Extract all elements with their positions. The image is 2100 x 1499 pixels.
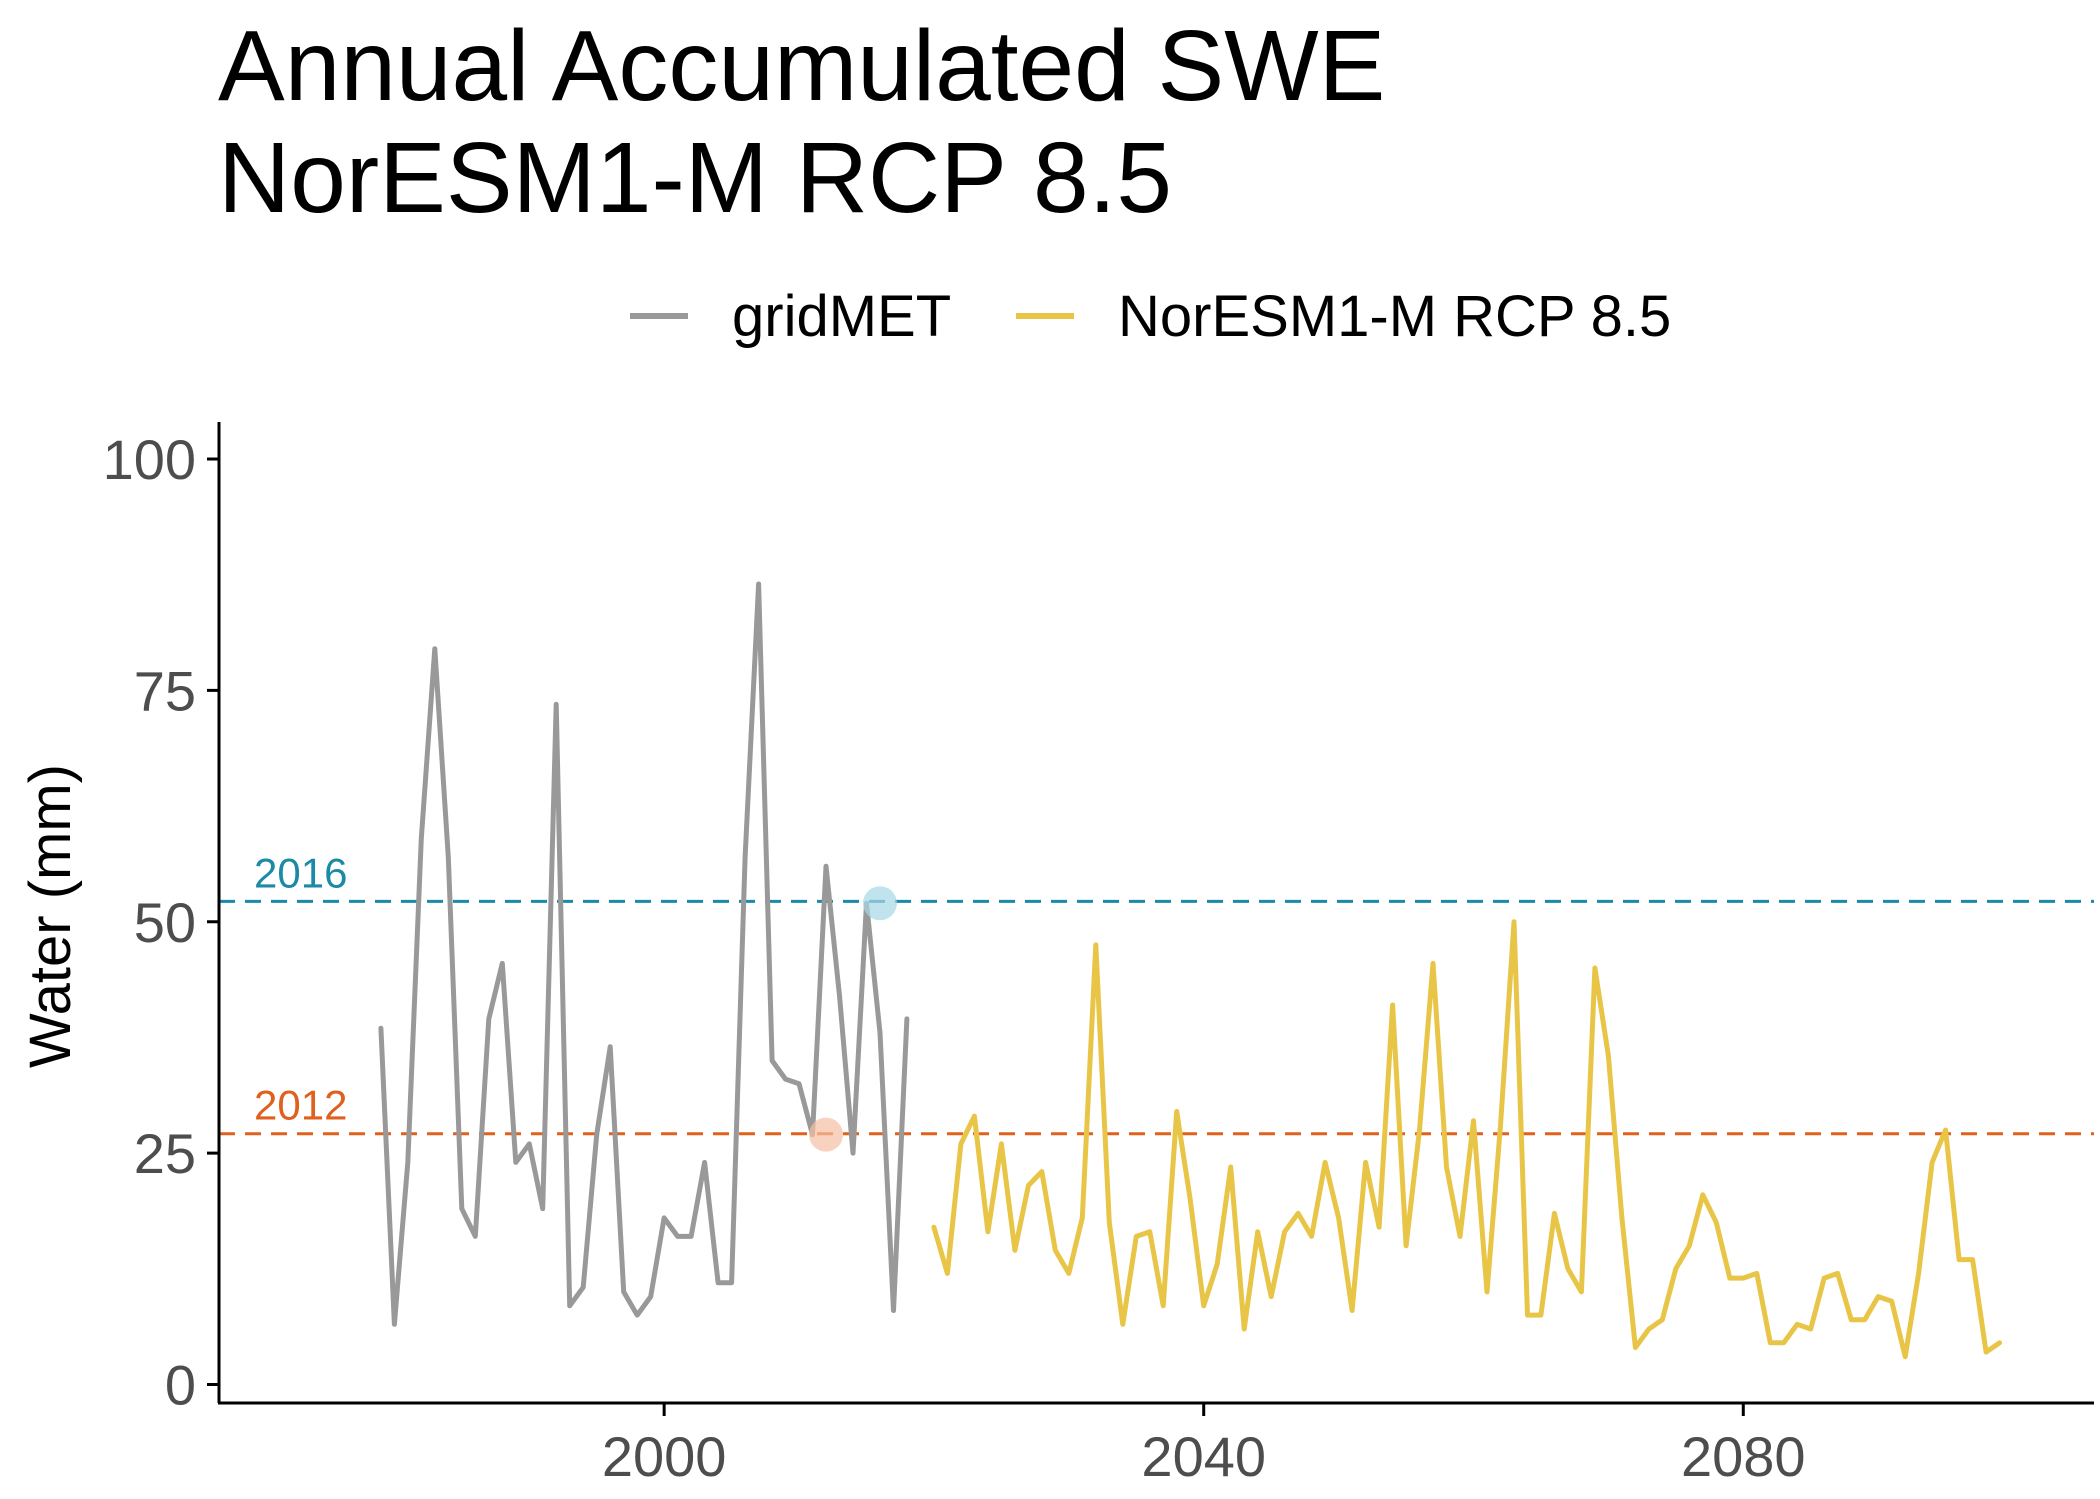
x-tick-label-2000: 2000 xyxy=(602,1425,727,1488)
y-tick-label-0: 0 xyxy=(165,1353,196,1416)
y-tick-label-50: 50 xyxy=(134,891,196,954)
legend-label-noresm: NorESM1-M RCP 8.5 xyxy=(1118,284,1671,349)
y-axis-title: Water (mm) xyxy=(18,764,83,1068)
highlight-point-2016 xyxy=(862,886,897,921)
y-axis-ticks: 0 25 50 75 100 xyxy=(103,428,219,1416)
reference-label-2012: 2012 xyxy=(254,1082,347,1129)
x-axis-ticks: 2000 2040 2080 xyxy=(602,1403,1806,1488)
x-tick-label-2040: 2040 xyxy=(1141,1425,1266,1488)
legend: gridMET NorESM1-M RCP 8.5 xyxy=(630,284,1671,349)
highlight-point-2012 xyxy=(809,1117,844,1152)
reference-label-2016: 2016 xyxy=(254,849,347,896)
series-line-noresm1-m-rcp85 xyxy=(931,919,2003,1360)
y-tick-label-100: 100 xyxy=(103,428,196,491)
chart-title-line-2: NorESM1-M RCP 8.5 xyxy=(218,122,1172,234)
y-tick-label-75: 75 xyxy=(134,659,196,722)
series-line-gridmet xyxy=(378,581,910,1327)
legend-label-gridmet: gridMET xyxy=(732,284,951,349)
chart-title-line-1: Annual Accumulated SWE xyxy=(218,10,1385,122)
x-tick-label-2080: 2080 xyxy=(1681,1425,1806,1488)
y-tick-label-25: 25 xyxy=(134,1122,196,1185)
plot-area: 2016 2012 xyxy=(219,581,2094,1360)
